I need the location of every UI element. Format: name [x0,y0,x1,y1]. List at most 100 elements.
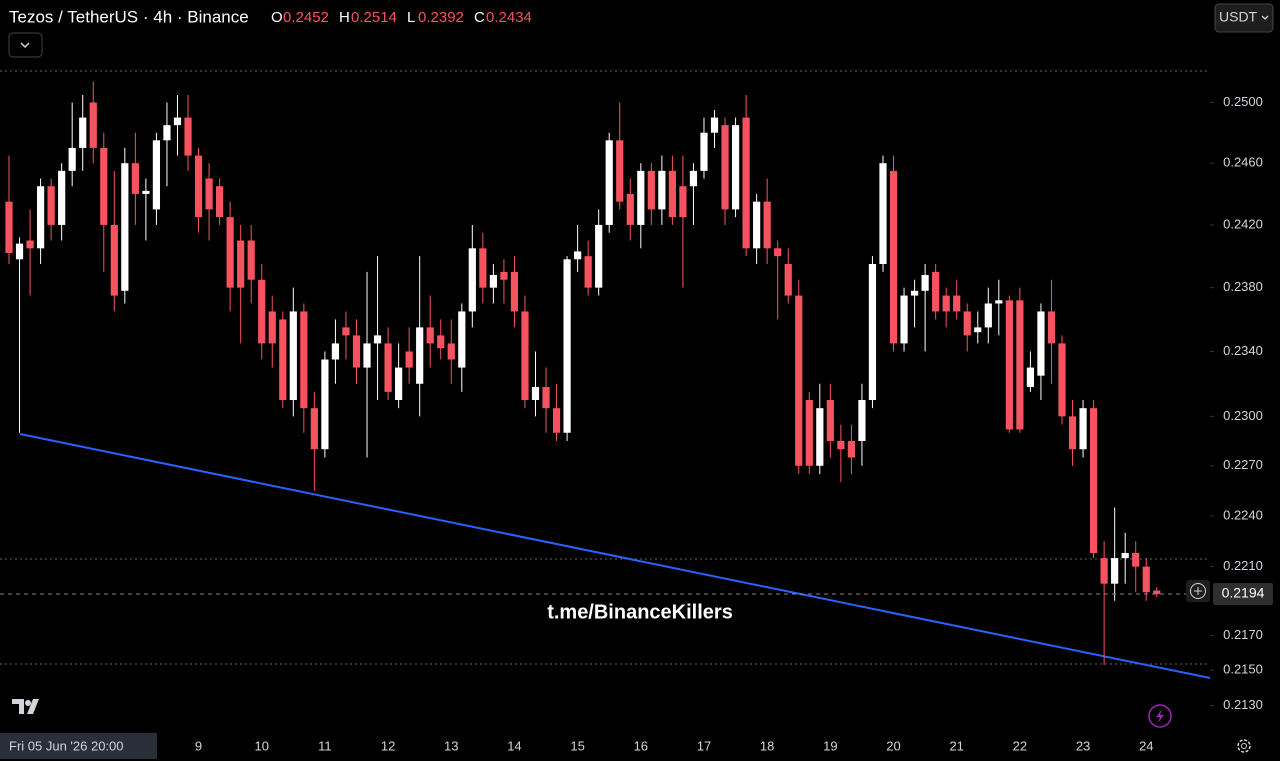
candle-body [837,440,845,450]
candle-body [173,117,182,126]
candle-body [1153,590,1161,594]
candle-body [595,224,603,288]
y-tick-label: 0.2300 [1223,408,1263,423]
y-tick-label: 0.2170 [1223,627,1263,642]
candle-body [405,351,413,368]
gear-icon [1237,739,1251,753]
settings-button[interactable] [1237,739,1251,753]
candle-body [1037,311,1045,376]
ohlc-value: 0.2452 [283,9,329,26]
candle-body [689,170,698,187]
candle-body [373,335,382,344]
candle-body [847,440,855,458]
trendline [19,433,1211,679]
candle-body [58,170,66,225]
y-tick-label: 0.2130 [1223,697,1263,712]
last-price-box [1213,582,1273,605]
button-frame [8,32,43,58]
x-tick-label: 20 [886,738,900,753]
candle-body [363,343,371,368]
candle-body [910,290,919,296]
candle-body [36,186,45,249]
candle-body [247,240,255,280]
candle-body [1142,566,1150,593]
y-tick-label: 0.2240 [1223,507,1263,522]
candle-body [1132,553,1140,567]
watermark: t.me/BinanceKillers [547,601,733,623]
candle-body [163,125,171,141]
candle-body [489,275,497,288]
lightning-button[interactable] [1148,704,1172,728]
candle-body [237,240,245,288]
candle-body [300,311,308,409]
candle-body [574,251,582,260]
candle-body [942,295,950,312]
candle-body [500,271,508,280]
tradingview-logo[interactable] [12,699,39,714]
candle-body [468,248,476,312]
y-tick-label: 0.2150 [1223,662,1263,677]
candle-body [121,163,129,291]
collapse-button[interactable] [8,32,43,58]
candle-body [731,125,740,210]
x-tick-label: 11 [318,738,332,753]
candle-body [616,140,624,202]
x-tick-label: 21 [949,738,963,753]
candle-body [816,408,824,466]
candle-body [984,303,992,328]
candle-body [521,311,529,401]
chevron-icon [1261,15,1269,20]
candle-body [226,217,234,288]
candle-body [858,400,866,441]
currency-button[interactable]: USDT [1214,3,1274,33]
chevron-icon [20,42,30,49]
candle-body [395,367,403,401]
ohlc-value: 0.2434 [486,9,532,26]
candle-body [216,186,224,218]
candle-body [479,248,487,288]
icon-ring [1148,704,1172,728]
logo-shape [12,699,39,714]
lightning-icon [1156,709,1164,723]
candle-body [194,155,203,218]
y-tick-label: 0.2270 [1223,457,1263,472]
candle-body [921,275,929,291]
add-price-alert[interactable] [1186,580,1210,602]
candle-body [1111,558,1119,584]
candle-body [184,117,192,156]
candle-body [531,387,540,401]
candle-body [110,224,118,296]
ohlc-key: C [474,9,485,26]
crosshair-label: Fri 05 Jun '26 20:00 [9,738,124,753]
ohlc-value: 0.2392 [418,9,464,26]
candle-body [552,408,561,433]
candle-body [668,170,676,218]
y-tick-label: 0.2340 [1223,343,1263,358]
x-tick-label: 17 [697,738,711,753]
candle-body [79,117,87,148]
candle-body [47,186,55,225]
x-tick-label: 12 [381,738,395,753]
candle-body [1026,367,1035,388]
candle-body [352,335,361,368]
logo-dot [25,700,31,706]
candle-body [205,178,213,210]
candle-body [763,201,771,249]
candle-body [953,295,961,312]
candle-body [1089,408,1098,554]
x-tick-label: 24 [1139,738,1153,753]
candle-body [700,132,708,171]
candle-body [342,327,350,336]
candle-body [1079,408,1087,450]
candle-body [331,343,340,360]
x-tick-label: 19 [823,738,837,753]
x-tick-label: 16 [634,738,648,753]
candle-body [658,170,666,210]
y-tick-label: 0.2500 [1223,94,1263,109]
candle-body [753,201,761,249]
candle-body [1121,553,1129,559]
ohlc-key: H [339,9,350,26]
candle-body [647,170,655,210]
candle-body [637,170,645,225]
